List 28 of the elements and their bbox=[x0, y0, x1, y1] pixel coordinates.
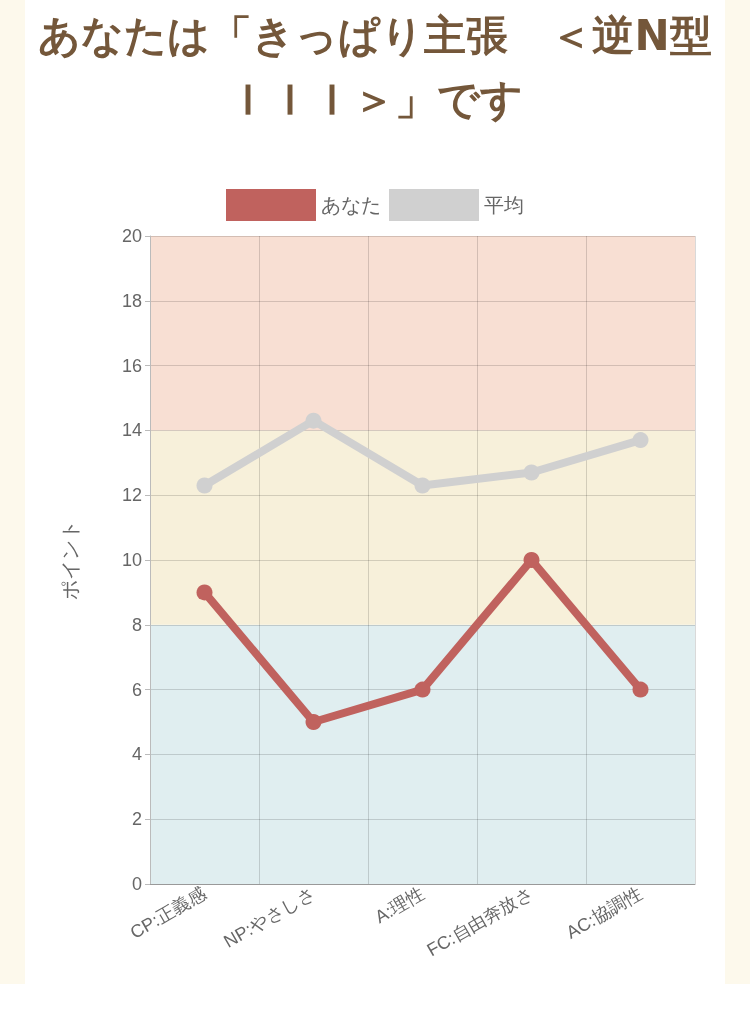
point bbox=[414, 681, 431, 698]
legend-label: あなた bbox=[321, 194, 381, 216]
point bbox=[305, 412, 322, 429]
point bbox=[523, 552, 540, 568]
y-tick-label: 0 bbox=[131, 874, 142, 894]
point bbox=[632, 681, 649, 698]
point bbox=[196, 477, 213, 494]
y-tick-label: 6 bbox=[131, 679, 142, 700]
y-tick-label: 14 bbox=[121, 420, 142, 441]
legend-label: 平均 bbox=[484, 194, 524, 216]
x-tick-label: AC:協調性 bbox=[562, 883, 646, 943]
chart-title: あなたは「きっぱり主張 ＜逆N型ＩＩＩ＞」です bbox=[37, 10, 713, 126]
y-tick-label: 4 bbox=[131, 744, 142, 765]
y-tick-label: 12 bbox=[121, 485, 142, 506]
y-tick-label: 20 bbox=[121, 226, 142, 246]
point bbox=[305, 714, 322, 730]
y-axis-title: ポイント bbox=[59, 520, 81, 600]
y-tick-label: 18 bbox=[121, 290, 142, 311]
x-tick-label: A:理性 bbox=[371, 883, 428, 928]
x-tick-label: NP:やさしさ bbox=[220, 883, 319, 952]
point bbox=[632, 432, 649, 449]
point bbox=[196, 584, 213, 601]
point bbox=[523, 464, 540, 481]
y-tick-label: 2 bbox=[131, 809, 142, 830]
y-tick-label: 16 bbox=[121, 355, 142, 376]
point bbox=[414, 477, 431, 494]
y-tick-label: 10 bbox=[121, 550, 142, 570]
y-tick-label: 8 bbox=[131, 614, 142, 635]
